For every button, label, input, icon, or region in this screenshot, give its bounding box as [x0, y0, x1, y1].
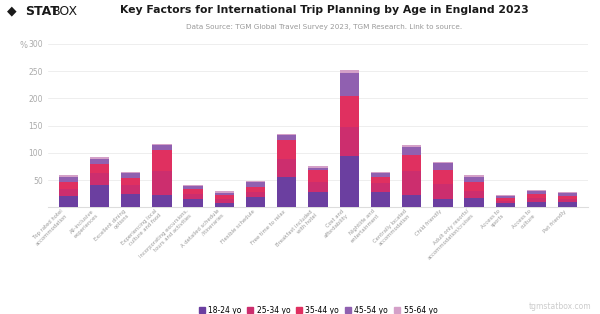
Bar [464, 177, 484, 182]
Bar [90, 159, 109, 164]
Bar [215, 192, 234, 195]
Bar [59, 175, 78, 177]
Bar [90, 157, 109, 159]
Text: BOX: BOX [52, 5, 79, 18]
Bar [215, 195, 234, 199]
Bar [402, 195, 421, 207]
Y-axis label: %: % [20, 41, 28, 50]
Bar [402, 145, 421, 147]
Bar [121, 178, 140, 185]
Bar [402, 155, 421, 171]
Bar [308, 170, 328, 182]
Bar [277, 135, 296, 140]
Bar [496, 195, 515, 196]
Bar [184, 185, 203, 186]
Bar [308, 166, 328, 167]
Bar [371, 172, 390, 174]
Bar [340, 155, 359, 207]
Bar [496, 203, 515, 207]
Bar [59, 177, 78, 182]
Bar [90, 173, 109, 186]
Bar [184, 186, 203, 189]
Bar [121, 194, 140, 207]
Bar [464, 198, 484, 207]
Bar [558, 198, 577, 202]
Bar [121, 173, 140, 178]
Bar [558, 202, 577, 207]
Bar [433, 184, 452, 198]
Bar [215, 203, 234, 207]
Bar [496, 196, 515, 198]
Legend: 18-24 yo, 25-34 yo, 35-44 yo, 45-54 yo, 55-64 yo: 18-24 yo, 25-34 yo, 35-44 yo, 45-54 yo, … [196, 303, 440, 314]
Text: Data Source: TGM Global Travel Survey 2023, TGM Research. Link to source.: Data Source: TGM Global Travel Survey 20… [186, 24, 462, 30]
Bar [496, 198, 515, 201]
Bar [402, 147, 421, 155]
Bar [402, 171, 421, 195]
Bar [558, 196, 577, 198]
Text: tgmstatbox.com: tgmstatbox.com [529, 302, 591, 311]
Bar [277, 159, 296, 177]
Bar [277, 177, 296, 207]
Bar [308, 182, 328, 192]
Bar [90, 186, 109, 207]
Bar [246, 192, 265, 198]
Text: Key Factors for International Trip Planning by Age in England 2023: Key Factors for International Trip Plann… [119, 5, 529, 15]
Bar [90, 164, 109, 173]
Bar [371, 174, 390, 177]
Bar [59, 196, 78, 207]
Bar [433, 161, 452, 163]
Bar [527, 202, 546, 207]
Bar [558, 193, 577, 196]
Bar [340, 127, 359, 155]
Bar [152, 171, 172, 195]
Bar [527, 192, 546, 194]
Bar [277, 140, 296, 159]
Bar [371, 192, 390, 207]
Bar [433, 198, 452, 207]
Bar [277, 134, 296, 135]
Bar [308, 192, 328, 207]
Bar [464, 191, 484, 198]
Bar [152, 150, 172, 171]
Bar [184, 194, 203, 199]
Bar [340, 96, 359, 127]
Bar [59, 182, 78, 189]
Text: ◆: ◆ [7, 5, 17, 18]
Bar [152, 145, 172, 150]
Bar [558, 192, 577, 193]
Bar [121, 172, 140, 173]
Bar [152, 195, 172, 207]
Bar [433, 170, 452, 184]
Bar [152, 144, 172, 145]
Bar [121, 185, 140, 194]
Bar [340, 73, 359, 96]
Bar [59, 189, 78, 196]
Bar [246, 187, 265, 192]
Bar [371, 183, 390, 192]
Bar [371, 177, 390, 183]
Bar [464, 175, 484, 177]
Bar [527, 190, 546, 192]
Bar [184, 199, 203, 207]
Bar [464, 182, 484, 191]
Bar [184, 189, 203, 194]
Bar [496, 201, 515, 203]
Bar [246, 198, 265, 207]
Bar [527, 198, 546, 202]
Bar [340, 70, 359, 73]
Bar [433, 163, 452, 170]
Bar [246, 182, 265, 187]
Text: STAT: STAT [25, 5, 59, 18]
Bar [527, 194, 546, 198]
Bar [215, 199, 234, 203]
Bar [246, 181, 265, 182]
Bar [308, 167, 328, 170]
